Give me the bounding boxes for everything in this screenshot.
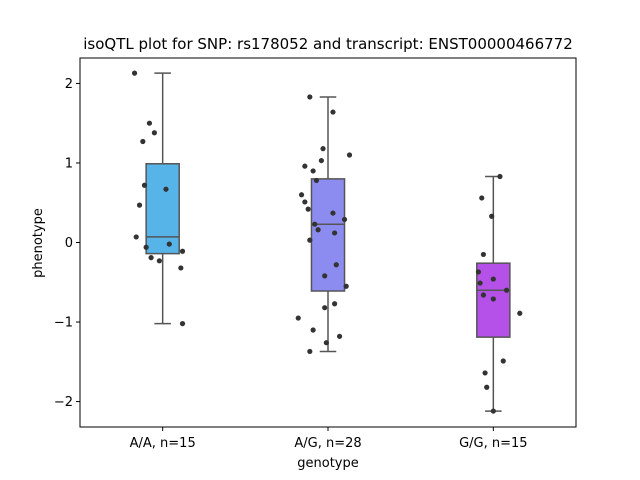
data-point [489, 213, 495, 219]
data-point [136, 202, 143, 208]
data-point [336, 333, 343, 339]
data-point [503, 287, 510, 293]
data-point [490, 296, 496, 302]
data-point [315, 227, 321, 233]
data-point [295, 315, 301, 321]
x-tick-label: A/A, n=15 [130, 436, 196, 451]
data-point [332, 301, 338, 307]
data-point [178, 265, 184, 271]
data-point [313, 177, 320, 184]
data-point [490, 408, 496, 414]
data-point [332, 230, 338, 236]
data-point [179, 248, 186, 254]
y-tick-label: 2 [65, 77, 73, 92]
data-point [480, 251, 487, 258]
plot-area [131, 70, 523, 414]
y-axis: 2 1 0 −1 −2 [54, 77, 80, 410]
data-point [298, 192, 305, 198]
data-point [307, 237, 313, 243]
data-point [302, 199, 308, 205]
y-tick-label: 0 [65, 236, 73, 251]
data-point [479, 195, 485, 201]
data-point [133, 234, 139, 240]
data-point [307, 348, 313, 355]
data-point [477, 280, 483, 286]
data-point [146, 120, 153, 126]
chart-title: isoQTL plot for SNP: rs178052 and transc… [83, 35, 573, 53]
data-point [323, 340, 329, 346]
data-point [330, 109, 336, 115]
data-point [163, 186, 169, 192]
data-point [482, 370, 488, 376]
data-point [318, 157, 324, 164]
box-group-1 [145, 72, 180, 325]
x-axis: A/A, n=15 A/G, n=28 G/G, n=15 [130, 427, 528, 451]
points-group-3 [475, 173, 523, 414]
data-point [517, 310, 523, 316]
box-group-2 [310, 96, 346, 353]
iqr-box [145, 163, 180, 255]
y-axis-label: phenotype [31, 208, 46, 278]
points-group-1 [131, 70, 186, 327]
data-point [484, 384, 490, 390]
data-point [143, 244, 149, 250]
data-point [497, 173, 503, 180]
data-point [131, 70, 138, 76]
data-point [333, 262, 339, 268]
y-tick-label: −1 [54, 316, 73, 331]
data-point [475, 269, 482, 275]
data-point [322, 305, 328, 311]
data-point [166, 241, 172, 247]
data-point [148, 255, 154, 261]
x-axis-label: genotype [297, 456, 358, 471]
data-point [310, 168, 316, 174]
data-point [341, 216, 348, 223]
data-point [307, 94, 313, 100]
data-point [320, 146, 326, 152]
data-point [141, 182, 148, 188]
data-point [346, 152, 353, 158]
data-point [305, 206, 311, 212]
data-point [322, 273, 328, 279]
x-tick-label: A/G, n=28 [294, 436, 361, 451]
points-group-2 [295, 94, 353, 355]
data-point [343, 283, 349, 289]
data-point [140, 138, 146, 145]
iqr-box [310, 178, 346, 292]
data-point [490, 276, 496, 282]
data-point [302, 163, 308, 169]
y-tick-label: 1 [65, 156, 73, 171]
data-point [330, 210, 336, 216]
box-group-3 [476, 175, 511, 412]
data-point [151, 130, 157, 136]
data-point [312, 221, 318, 227]
data-point [500, 358, 506, 364]
data-point [480, 292, 487, 298]
x-tick-label: G/G, n=15 [459, 436, 527, 451]
data-point [310, 327, 316, 333]
y-tick-label: −2 [54, 395, 73, 410]
data-point [179, 321, 186, 327]
data-point [156, 258, 162, 264]
